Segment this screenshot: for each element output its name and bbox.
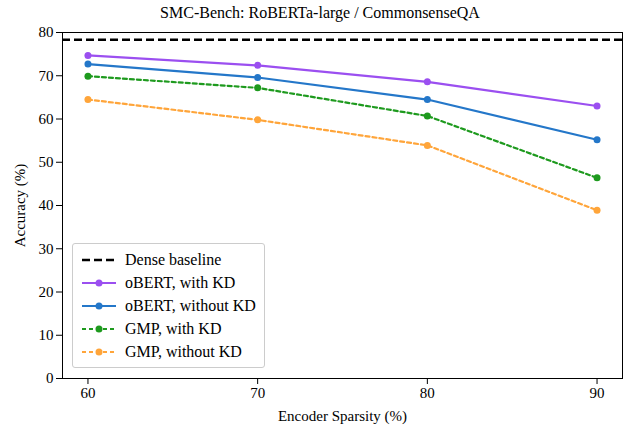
svg-text:70: 70: [39, 68, 54, 84]
svg-text:80: 80: [420, 385, 435, 401]
svg-text:60: 60: [39, 111, 54, 127]
html-text:Dense baseline: Dense baseline: [125, 250, 222, 268]
html-text:GMP, with KD: GMP, with KD: [125, 319, 222, 337]
svg-text:Accuracy (%): Accuracy (%): [12, 164, 29, 248]
svg-text:60: 60: [80, 385, 95, 401]
html-text:oBERT, without KD: oBERT, without KD: [125, 296, 256, 314]
svg-text:20: 20: [39, 284, 54, 300]
svg-text:10: 10: [39, 327, 54, 343]
svg-text:80: 80: [39, 24, 54, 40]
svg-text:Encoder Sparsity (%): Encoder Sparsity (%): [278, 408, 407, 425]
svg-text:50: 50: [39, 154, 54, 170]
html-text:SMC-Bench: RoBERTa-large / Com: SMC-Bench: RoBERTa-large / CommonsenseQA: [160, 4, 480, 21]
svg-text:70: 70: [250, 385, 265, 401]
svg-text:30: 30: [39, 241, 54, 257]
html-text:oBERT, with KD: oBERT, with KD: [125, 273, 236, 291]
html-text:GMP, without KD: GMP, without KD: [125, 342, 242, 360]
svg-text:40: 40: [39, 197, 54, 213]
svg-text:90: 90: [590, 385, 605, 401]
svg-text:0: 0: [46, 370, 54, 386]
